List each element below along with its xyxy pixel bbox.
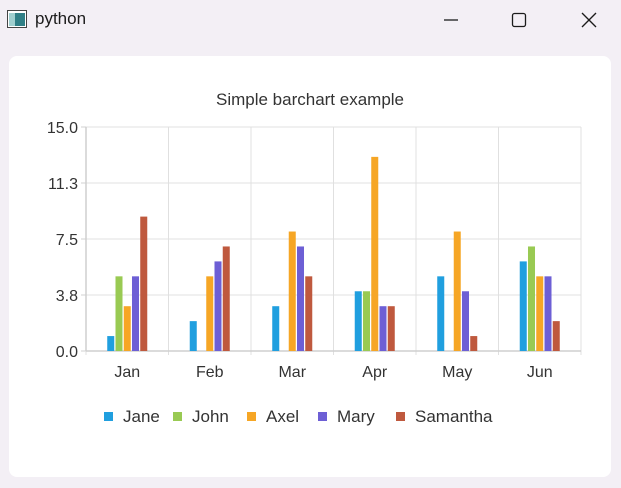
- bar-samantha-jun: [552, 321, 560, 351]
- legend-label: Axel: [266, 407, 299, 426]
- bar-john-jan: [115, 276, 123, 351]
- bar-jane-jan: [107, 336, 115, 351]
- legend-marker-mary: [318, 412, 327, 421]
- bar-samantha-mar: [305, 276, 313, 351]
- bar-john-jun: [527, 246, 536, 351]
- y-tick-label: 15.0: [47, 120, 78, 137]
- y-tick-label: 0.0: [56, 344, 78, 361]
- python-window-icon: [7, 10, 27, 28]
- bar-samantha-may: [470, 336, 478, 351]
- close-icon: [581, 12, 597, 28]
- bar-axel-may: [453, 231, 461, 351]
- bar-jane-jun: [519, 261, 527, 351]
- bar-jane-mar: [272, 306, 280, 351]
- x-tick-label: Mar: [278, 364, 306, 381]
- y-tick-label: 3.8: [56, 288, 78, 305]
- minimize-icon: [444, 19, 458, 21]
- bar-samantha-jan: [140, 216, 148, 351]
- maximize-icon: [511, 12, 527, 28]
- bar-mary-jan: [131, 276, 140, 351]
- bar-samantha-feb: [222, 246, 230, 351]
- bar-samantha-apr: [387, 306, 395, 351]
- bar-mary-apr: [379, 306, 387, 351]
- chart-title: Simple barchart example: [216, 90, 404, 109]
- legend-label: John: [192, 407, 229, 426]
- bar-mary-jun: [544, 276, 552, 351]
- x-tick-label: Apr: [362, 364, 388, 381]
- bar-jane-may: [437, 276, 445, 351]
- x-tick-label: Feb: [196, 364, 224, 381]
- x-tick-label: Jun: [527, 364, 553, 381]
- bar-john-apr: [362, 291, 371, 351]
- bar-axel-jan: [123, 306, 131, 351]
- plot-area: 0.0 3.8 7.5 11.3 15.0 Jan Feb Mar Apr May Jun: [47, 120, 582, 381]
- close-button[interactable]: [566, 0, 612, 40]
- chart-view: Simple barchart example 0.0 3.8 7.5 11.3 15.…: [9, 56, 611, 477]
- legend-marker-samantha: [396, 412, 405, 421]
- legend: Jane John Axel Mary Samantha: [104, 407, 493, 426]
- legend-label: Mary: [337, 407, 375, 426]
- x-tick-label: Jan: [114, 364, 140, 381]
- bar-axel-feb: [206, 276, 214, 351]
- bar-jane-apr: [354, 291, 362, 351]
- bar-jane-feb: [189, 321, 197, 351]
- bar-axel-jun: [536, 276, 544, 351]
- bar-axel-mar: [288, 231, 296, 351]
- minimize-button[interactable]: [428, 0, 474, 40]
- legend-marker-axel: [247, 412, 256, 421]
- x-tick-label: May: [442, 364, 472, 381]
- bar-mary-feb: [214, 261, 222, 351]
- window-title: python: [35, 9, 87, 28]
- y-tick-label: 11.3: [48, 176, 78, 193]
- title-bar: python: [0, 0, 621, 40]
- y-tick-label: 7.5: [56, 232, 78, 249]
- legend-label: Samantha: [415, 407, 493, 426]
- bar-axel-apr: [371, 156, 379, 351]
- legend-marker-jane: [104, 412, 113, 421]
- bar-mary-mar: [296, 246, 305, 351]
- legend-label: Jane: [123, 407, 160, 426]
- bar-chart: Simple barchart example 0.0 3.8 7.5 11.3 15.…: [47, 90, 582, 426]
- legend-marker-john: [173, 412, 182, 421]
- maximize-button[interactable]: [496, 0, 542, 40]
- bar-mary-may: [461, 291, 470, 351]
